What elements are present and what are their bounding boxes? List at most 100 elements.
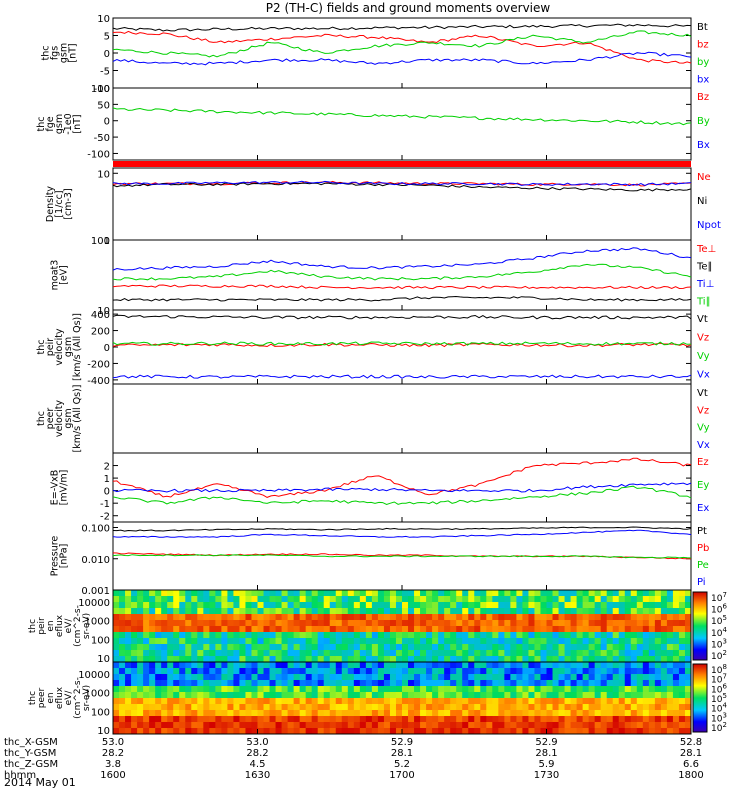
spectrogram-cell: [414, 710, 421, 717]
spectrogram-cell: [516, 722, 523, 729]
spectrogram-cell: [420, 626, 427, 633]
spectrogram-cell: [203, 656, 210, 663]
spectrogram-cell: [245, 650, 252, 657]
spectrogram-cell: [131, 608, 138, 615]
spectrogram-cell: [414, 698, 421, 705]
spectrogram-cell: [215, 710, 222, 717]
spectrogram-cell: [618, 686, 626, 693]
y-axis-label: [km/s (All Qs)]: [72, 313, 83, 381]
spectrogram-cell: [588, 626, 596, 633]
x-axis-row-label: hhmm: [4, 770, 36, 781]
spectrogram-cell: [335, 590, 343, 597]
spectrogram-cell: [510, 608, 517, 615]
spectrogram-cell: [570, 716, 578, 723]
spectrogram-cell: [528, 662, 535, 669]
spectrogram-cell: [672, 686, 680, 693]
spectrogram-cell: [155, 728, 162, 735]
spectrogram-cell: [570, 698, 578, 705]
spectrogram-cell: [275, 674, 283, 681]
spectrogram-cell: [492, 722, 499, 729]
colorbar-tick-label: 102: [711, 649, 727, 662]
spectrogram-cell: [257, 662, 265, 669]
spectrogram-cell: [395, 644, 403, 651]
spectrogram-cell: [540, 650, 547, 657]
spectrogram-cell: [666, 704, 674, 711]
spectrogram-cell: [281, 590, 289, 597]
spectrogram-cell: [468, 692, 475, 699]
spectrogram-cell: [377, 686, 385, 693]
spectrogram-cell: [317, 662, 325, 669]
spectrogram-cell: [263, 638, 271, 645]
spectrogram-cell: [684, 674, 692, 681]
spectrogram-cell: [329, 638, 337, 645]
spectrogram-cell: [125, 644, 132, 651]
spectrogram-cell: [636, 686, 644, 693]
y-axis-label: Pressure: [50, 536, 61, 577]
spectrogram-cell: [678, 626, 686, 633]
spectrogram-cell: [468, 644, 475, 651]
spectrogram-cell: [371, 686, 379, 693]
colorbar-tick-label: 103: [711, 711, 727, 724]
spectrogram-cell: [546, 728, 554, 735]
spectrogram-cell: [329, 608, 337, 615]
spectrogram-cell: [402, 722, 409, 729]
spectrogram-cell: [299, 704, 307, 711]
spectrogram-cell: [468, 620, 475, 627]
spectrogram-cell: [420, 686, 427, 693]
spectrogram-cell: [299, 596, 307, 603]
spectrogram-cell: [432, 674, 439, 681]
spectrogram-cell: [642, 716, 650, 723]
spectrogram-cell: [395, 632, 403, 639]
legend-label: Vx: [697, 370, 710, 381]
spectrogram-cell: [335, 698, 343, 705]
spectrogram-cell: [444, 668, 451, 675]
spectrogram-cell: [269, 692, 277, 699]
legend-label: Vx: [697, 440, 710, 451]
legend-label: Te⊥: [696, 244, 716, 255]
y-tick-label: -10: [94, 84, 110, 95]
spectrogram-cell: [329, 722, 337, 729]
spectrogram-cell: [582, 608, 590, 615]
spectrogram-cell: [131, 620, 138, 627]
spectrogram-cell: [606, 614, 614, 621]
spectrogram-cell: [341, 596, 349, 603]
spectrogram-cell: [450, 620, 457, 627]
spectrogram-cell: [395, 728, 403, 735]
spectrogram-cell: [257, 626, 265, 633]
spectrogram-cell: [371, 698, 379, 705]
spectrogram-cell: [528, 728, 535, 735]
spectrogram-cell: [522, 596, 529, 603]
spectrogram-cell: [558, 668, 566, 675]
spectrogram-cell: [149, 692, 156, 699]
spectrogram-cell: [371, 716, 379, 723]
spectrogram-cell: [654, 680, 662, 687]
spectrogram-cell: [564, 644, 572, 651]
spectrogram-cell: [221, 656, 228, 663]
spectrogram-cell: [558, 638, 566, 645]
spectrogram-cell: [263, 698, 271, 705]
spectrogram-cell: [305, 596, 313, 603]
spectrogram-cell: [311, 626, 319, 633]
spectrogram-cell: [143, 710, 150, 717]
spectrogram-cell: [660, 692, 668, 699]
spectrogram-cell: [245, 614, 252, 621]
spectrogram-cell: [618, 716, 626, 723]
spectrogram-cell: [377, 638, 385, 645]
spectrogram-cell: [239, 716, 246, 723]
spectrogram-cell: [335, 638, 343, 645]
spectrogram-cell: [143, 650, 150, 657]
spectrogram-cell: [540, 614, 547, 621]
spectrogram-cell: [618, 596, 626, 603]
spectrogram-cell: [654, 632, 662, 639]
spectrogram-cell: [275, 626, 283, 633]
y-tick-label: 100: [91, 236, 110, 247]
spectrogram-cell: [426, 698, 433, 705]
spectrogram-cell: [275, 680, 283, 687]
spectrogram-cell: [576, 632, 584, 639]
spectrogram-cell: [341, 632, 349, 639]
spectrogram-cell: [245, 698, 252, 705]
spectrogram-cell: [179, 596, 186, 603]
spectrogram-cell: [359, 590, 367, 597]
spectrogram-cell: [438, 686, 445, 693]
